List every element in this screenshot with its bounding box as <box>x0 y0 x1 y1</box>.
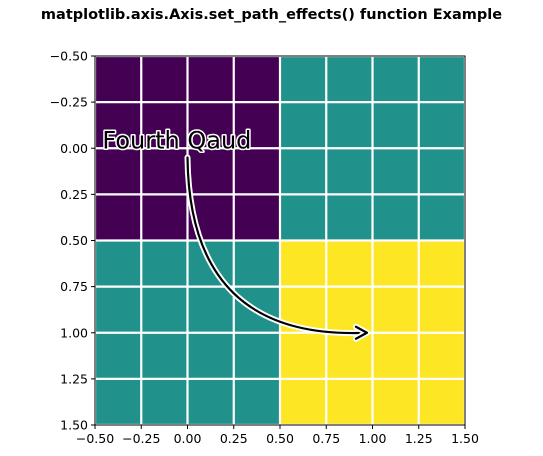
y-tick-label-3: 0.25 <box>60 187 88 202</box>
y-tick-label-6: 1.00 <box>60 325 88 340</box>
plot-area <box>93 54 467 427</box>
y-tick-label-4: 0.50 <box>60 233 88 248</box>
x-axis: −0.50 −0.25 0.00 0.25 0.50 0.75 1.00 1.25 1.50 <box>76 425 479 446</box>
x-tick-label-1: −0.25 <box>122 431 160 446</box>
annotation-arrow <box>186 156 369 335</box>
y-axis: −0.50 −0.25 0.00 0.25 0.50 0.75 1.00 1.25 1.50 <box>50 49 95 433</box>
x-tick-label-0: −0.50 <box>76 431 114 446</box>
annotation-text: Fourth Qaud <box>102 126 251 154</box>
chart-title: matplotlib.axis.Axis.set_path_effects() … <box>41 7 502 23</box>
y-tick-label-0: −0.50 <box>50 49 88 64</box>
annotation: Fourth Qaud <box>101 125 370 342</box>
y-tick-label-2: 0.00 <box>60 141 88 156</box>
y-tick-label-8: 1.50 <box>60 418 88 433</box>
y-tick-label-5: 0.75 <box>60 279 88 294</box>
y-tick-label-1: −0.25 <box>50 95 88 110</box>
x-tick-label-3: 0.25 <box>220 431 248 446</box>
x-tick-label-5: 0.75 <box>312 431 340 446</box>
x-tick-label-8: 1.50 <box>451 431 479 446</box>
x-tick-label-6: 1.00 <box>359 431 387 446</box>
x-tick-label-4: 0.50 <box>266 431 294 446</box>
annotation-arrowhead <box>354 325 369 340</box>
x-tick-label-2: 0.00 <box>174 431 202 446</box>
x-tick-label-7: 1.25 <box>405 431 433 446</box>
y-tick-label-7: 1.25 <box>60 371 88 386</box>
